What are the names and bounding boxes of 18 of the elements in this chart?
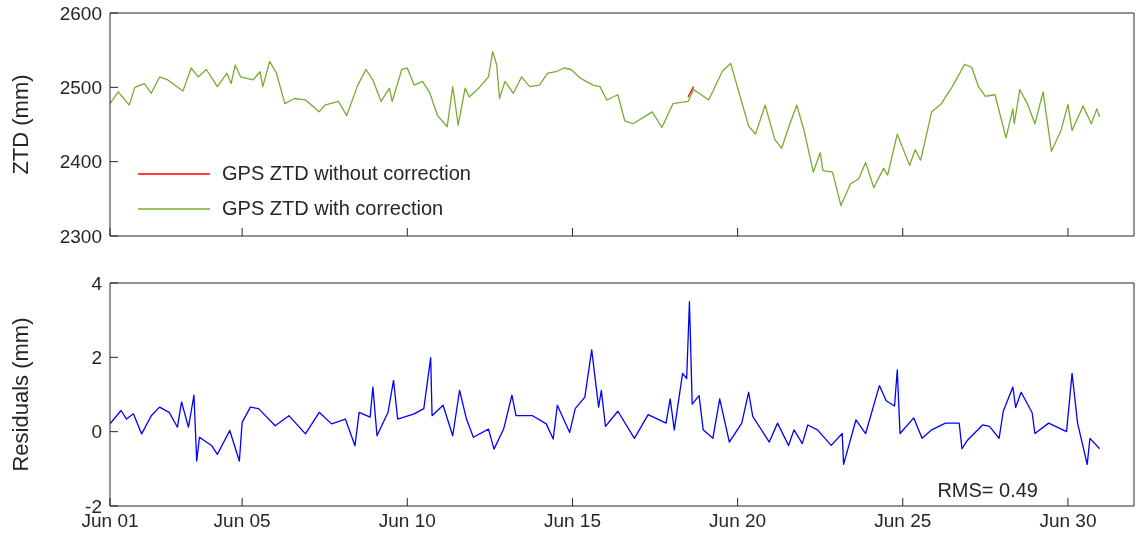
x-tick-label: Jun 10 (378, 510, 436, 532)
x-tick-label: Jun 15 (543, 510, 601, 532)
y-tick-label: 2 (91, 347, 102, 369)
y-axis-title: ZTD (mm) (7, 74, 33, 175)
y-tick-label: 2500 (59, 77, 102, 99)
y-tick-label: 0 (91, 421, 102, 443)
x-tick-label: Jun 20 (709, 510, 767, 532)
y-tick-label: 2300 (59, 225, 102, 247)
y-tick-label: 2400 (59, 151, 102, 173)
legend-label: GPS ZTD without correction (222, 162, 471, 185)
x-tick-label: Jun 30 (1039, 510, 1097, 532)
y-axis-title: Residuals (mm) (7, 317, 33, 472)
x-tick-label: Jun 25 (874, 510, 932, 532)
legend-label: GPS ZTD with correction (222, 197, 444, 220)
y-tick-label: 4 (91, 272, 103, 294)
x-tick-label: Jun 05 (213, 510, 271, 532)
annotation: RMS= 0.49 (937, 479, 1038, 502)
y-tick-label: 2600 (59, 2, 102, 24)
